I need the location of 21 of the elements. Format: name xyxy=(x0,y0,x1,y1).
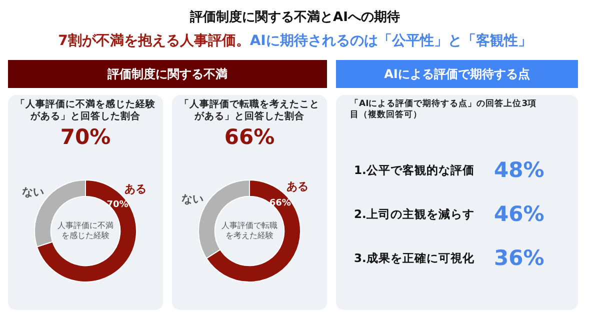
category-label: 1.公平で客観的な評価 xyxy=(354,162,476,178)
text: 人事評価に不満を感じた経験 xyxy=(56,220,114,242)
slice-label: ある xyxy=(124,182,147,196)
text: 人事評価で転職を考えた経験 xyxy=(220,220,278,242)
text: AIによる評価で期待する点 xyxy=(336,60,578,88)
data-label: 36% xyxy=(494,246,544,270)
text: 「AIによる評価で期待する点」の回答上位3項目（複数回答可） xyxy=(350,99,538,121)
text: 「人事評価で転職を考えたことがある」と回答した割合 xyxy=(178,99,320,123)
slice-label: ある xyxy=(286,180,308,193)
data-label: 46% xyxy=(494,202,544,226)
text: 70% xyxy=(59,125,112,149)
text: 評価制度に関する不満とAIへの期待 xyxy=(188,8,401,26)
text: 66% xyxy=(223,125,276,149)
category-label: 3.成果を正確に可視化 xyxy=(354,250,476,266)
category-label: 2.上司の主観を減らす xyxy=(354,206,476,222)
text: 「人事評価に不満を感じた経験がある」と回答した割合 xyxy=(14,99,156,123)
data-label: 48% xyxy=(494,158,544,182)
text: 評価制度に関する不満 xyxy=(8,60,327,88)
slice-label: ない xyxy=(182,192,204,206)
text: 7割が不満を抱える人事評価。AIに期待されるのは「公平性」と「客観性」 xyxy=(58,33,532,49)
slice-label: ない xyxy=(22,186,44,199)
